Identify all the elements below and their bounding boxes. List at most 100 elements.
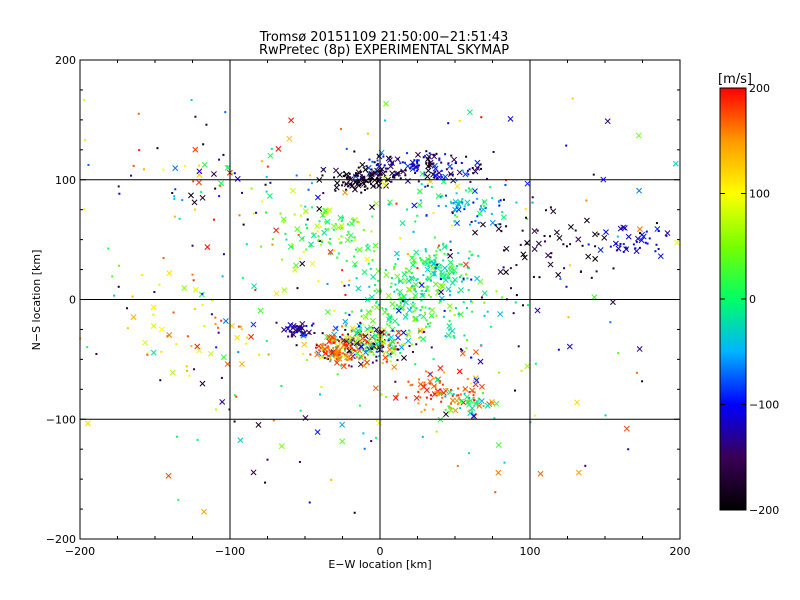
data-point — [330, 223, 337, 230]
data-point — [515, 264, 518, 267]
data-point — [173, 197, 176, 200]
data-point — [345, 259, 348, 262]
data-point — [447, 122, 450, 125]
data-point — [338, 223, 345, 229]
data-point — [355, 248, 358, 251]
data-point — [280, 216, 287, 223]
data-point — [384, 350, 387, 353]
data-point — [414, 172, 417, 175]
data-point — [358, 184, 361, 187]
data-point — [534, 307, 541, 314]
data-point — [172, 311, 175, 314]
data-point — [222, 318, 229, 325]
data-point — [165, 472, 172, 479]
data-point — [370, 350, 373, 353]
data-point — [447, 252, 454, 259]
data-point — [361, 180, 367, 187]
data-point — [356, 220, 359, 223]
data-point — [439, 278, 442, 281]
data-point — [384, 167, 387, 170]
data-point — [310, 232, 317, 239]
data-point — [215, 346, 218, 349]
data-point — [428, 325, 431, 328]
data-point — [429, 307, 436, 313]
data-point — [443, 309, 446, 312]
data-point — [425, 156, 431, 163]
data-point — [346, 233, 349, 236]
data-point — [492, 150, 495, 153]
data-point — [248, 333, 255, 340]
data-point — [417, 159, 420, 162]
data-point — [333, 176, 336, 179]
data-point — [393, 173, 396, 176]
data-point — [360, 191, 363, 194]
data-point — [636, 187, 643, 194]
data-point — [354, 172, 357, 175]
data-point — [440, 161, 443, 164]
data-point — [391, 161, 394, 164]
data-point — [413, 260, 416, 263]
data-point — [575, 236, 582, 243]
data-point — [386, 157, 393, 164]
data-point — [451, 212, 454, 215]
data-point — [334, 180, 341, 187]
data-point — [377, 328, 380, 331]
data-point — [324, 218, 331, 225]
data-point — [299, 231, 302, 234]
data-point — [348, 364, 351, 367]
data-point — [237, 437, 244, 444]
data-point — [362, 228, 365, 231]
data-point — [219, 185, 222, 188]
data-point — [583, 217, 590, 224]
data-point — [191, 244, 194, 247]
data-point — [298, 325, 301, 328]
data-point — [397, 172, 400, 175]
data-point — [417, 180, 420, 183]
data-point — [464, 399, 471, 406]
data-point — [415, 151, 421, 158]
data-point — [444, 408, 447, 411]
data-point — [391, 364, 398, 370]
data-point — [449, 309, 452, 312]
data-point — [324, 228, 327, 231]
data-point — [389, 301, 396, 308]
data-point — [463, 392, 466, 395]
data-point — [86, 346, 89, 349]
data-point — [456, 368, 463, 375]
data-point — [201, 292, 204, 295]
data-point — [592, 231, 598, 238]
data-point — [397, 329, 400, 332]
data-point — [85, 420, 91, 427]
data-point — [421, 306, 424, 309]
data-point — [398, 344, 405, 351]
data-point — [386, 323, 389, 326]
data-point — [402, 313, 409, 320]
data-point — [407, 380, 410, 383]
data-point — [597, 233, 600, 236]
data-point — [166, 335, 169, 338]
data-point — [417, 381, 424, 388]
data-point — [336, 171, 343, 178]
data-point — [416, 201, 423, 208]
data-point — [367, 350, 370, 353]
data-point — [374, 283, 377, 286]
data-point — [457, 291, 460, 294]
data-point — [284, 232, 287, 235]
data-point — [390, 180, 393, 183]
data-point — [245, 243, 248, 246]
data-point — [472, 394, 475, 397]
data-point — [297, 329, 300, 332]
data-point — [416, 166, 419, 169]
data-point — [377, 184, 380, 187]
data-point — [635, 371, 638, 374]
data-point — [364, 339, 367, 342]
data-point — [462, 261, 469, 268]
data-point — [592, 173, 595, 176]
data-point — [474, 159, 481, 166]
data-point — [233, 394, 236, 397]
data-point — [521, 254, 528, 261]
data-point — [419, 336, 422, 339]
data-point — [339, 421, 346, 428]
data-point — [293, 262, 300, 269]
data-point — [337, 214, 344, 221]
